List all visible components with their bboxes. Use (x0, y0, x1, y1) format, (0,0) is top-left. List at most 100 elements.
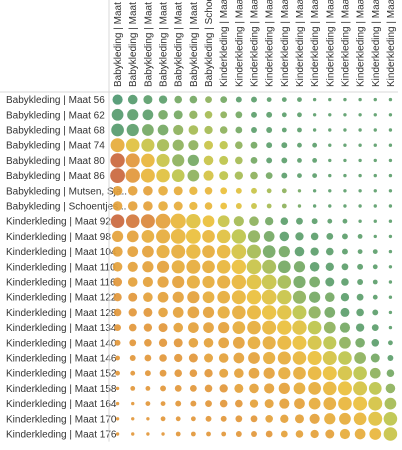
bubble (343, 204, 347, 208)
bubble (171, 244, 186, 259)
column-label: Kinderkleding | Maat 134 (325, 0, 336, 87)
bubble (312, 189, 317, 193)
bubble (203, 338, 214, 348)
bubble (185, 229, 201, 244)
row-label: Kinderkleding | Maat 170 (6, 414, 117, 425)
bubble (203, 322, 214, 333)
bubble (159, 369, 167, 377)
bubble (266, 203, 272, 209)
bubble (328, 97, 332, 102)
bubble (156, 139, 170, 152)
bubble (235, 156, 243, 165)
bubble (216, 229, 231, 244)
bubble (235, 96, 242, 103)
bubble (277, 305, 292, 320)
bubble (186, 214, 201, 229)
row-label: Kinderkleding | Maat 152 (6, 369, 117, 380)
bubble (175, 400, 182, 407)
bubble (279, 231, 290, 242)
bubble (324, 307, 336, 318)
bubble (173, 186, 183, 196)
bubble (232, 321, 246, 334)
bubble (388, 189, 393, 193)
bubble (343, 128, 347, 132)
bubble (373, 189, 377, 193)
bubble (131, 432, 135, 436)
bubble (250, 141, 258, 149)
bubble (246, 274, 262, 290)
bubble (235, 431, 242, 437)
row-label: Kinderkleding | Maat 140 (6, 338, 117, 349)
bubble (111, 123, 124, 137)
bubble (127, 277, 138, 287)
bubble (372, 294, 378, 300)
bubble (277, 290, 292, 305)
bubble (112, 246, 123, 257)
bubble (231, 244, 247, 259)
bubble (231, 274, 247, 290)
bubble (323, 336, 337, 350)
bubble (383, 412, 398, 426)
bubble (111, 108, 124, 121)
bubble (125, 214, 140, 228)
bubble (205, 96, 212, 103)
bubble (204, 369, 213, 378)
bubble (388, 249, 393, 254)
bubble (188, 338, 199, 348)
row-label: Kinderkleding | Maat 104 (6, 247, 117, 258)
bubble (219, 141, 228, 150)
bubble (265, 415, 273, 423)
bubble (173, 338, 183, 348)
bubble (143, 292, 153, 302)
bubble (174, 95, 183, 104)
bubble (388, 295, 393, 299)
bubble (143, 201, 153, 211)
row-label: Babykleding | Maat 86 (6, 171, 105, 182)
bubble (189, 95, 198, 104)
bubble (172, 154, 185, 167)
bubble (353, 366, 367, 380)
bubble (281, 127, 287, 133)
bubble (357, 234, 363, 239)
bubble (173, 201, 183, 211)
bubble (342, 248, 348, 255)
bubble (384, 397, 397, 410)
bubble (328, 143, 332, 147)
bubble (115, 417, 120, 421)
bubble (343, 143, 347, 147)
bubble (112, 94, 123, 105)
bubble (174, 353, 183, 363)
bubble (203, 155, 214, 166)
column-label: Kinderkleding | Maat 128 (310, 0, 321, 87)
row-label: Babykleding | Maat 56 (6, 95, 105, 106)
bubble (388, 219, 393, 223)
bubble (292, 290, 307, 304)
bubble (115, 401, 120, 406)
bubble (115, 370, 120, 376)
bubble (174, 369, 183, 377)
column-label: Kinderkleding | Maat 146 (356, 0, 367, 87)
bubble (141, 138, 155, 152)
bubble (277, 335, 292, 350)
bubble (187, 154, 199, 167)
bubble (307, 351, 322, 365)
bubble (202, 306, 215, 319)
bubble (312, 173, 318, 179)
bubble (358, 97, 362, 102)
bubble (127, 186, 138, 196)
bubble (371, 324, 379, 331)
column-label: Babykleding | Maat 56 (113, 0, 124, 87)
bubble (231, 229, 247, 244)
bubble (323, 381, 337, 396)
bubble (266, 142, 273, 149)
bubble (146, 417, 150, 421)
column-label: Babykleding | Maat 62 (128, 0, 139, 87)
bubble (188, 353, 198, 363)
bubble (142, 276, 153, 288)
bubble (217, 290, 231, 304)
bubble (278, 367, 291, 380)
bubble (202, 260, 215, 274)
bubble (110, 138, 125, 153)
bubble (219, 171, 229, 181)
bubble (368, 411, 383, 426)
